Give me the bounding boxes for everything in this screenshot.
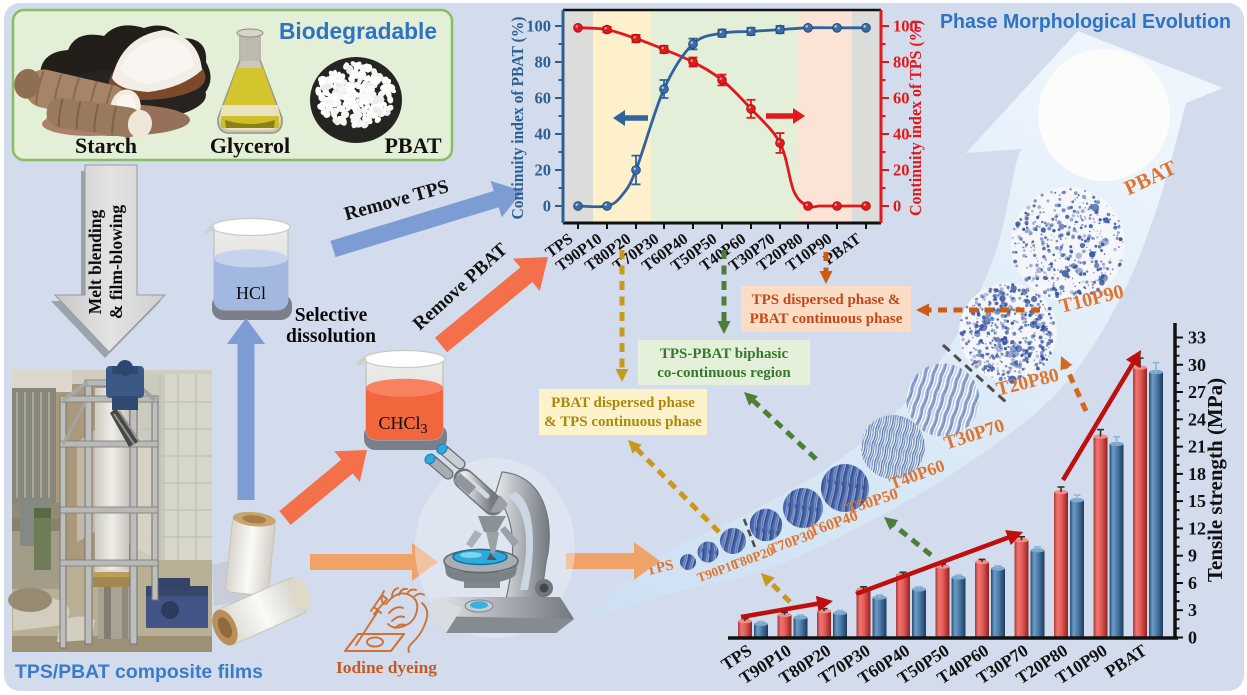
svg-text:33: 33 xyxy=(1188,328,1206,348)
svg-text:3: 3 xyxy=(1188,600,1197,620)
svg-text:100: 100 xyxy=(893,17,918,36)
svg-text:PBAT dispersed phase: PBAT dispersed phase xyxy=(551,395,695,411)
svg-text:PBAT: PBAT xyxy=(384,133,441,158)
svg-text:& film-blowing: & film-blowing xyxy=(106,205,126,319)
svg-text:dissolution: dissolution xyxy=(286,326,376,347)
svg-text:0: 0 xyxy=(893,197,901,216)
svg-text:20: 20 xyxy=(535,161,552,180)
svg-text:Tensile strength (MPa): Tensile strength (MPa) xyxy=(1203,378,1227,582)
svg-text:20: 20 xyxy=(893,161,910,180)
svg-text:18: 18 xyxy=(1188,464,1206,484)
svg-text:40: 40 xyxy=(893,125,910,144)
svg-text:60: 60 xyxy=(893,89,910,108)
svg-text:15: 15 xyxy=(1188,491,1206,511)
svg-text:12: 12 xyxy=(1188,518,1206,538)
svg-text:6: 6 xyxy=(1188,573,1197,593)
svg-text:Selective: Selective xyxy=(295,305,368,326)
svg-text:TPS dispersed phase &: TPS dispersed phase & xyxy=(752,292,901,308)
svg-text:30: 30 xyxy=(1188,355,1206,375)
svg-text:80: 80 xyxy=(535,53,552,72)
svg-text:40: 40 xyxy=(535,125,552,144)
svg-text:Biodegradable: Biodegradable xyxy=(279,18,437,44)
svg-text:24: 24 xyxy=(1188,409,1206,429)
svg-text:Melt blending: Melt blending xyxy=(85,209,105,314)
svg-text:co-continuous region: co-continuous region xyxy=(657,365,791,381)
svg-text:TPS-PBAT biphasic: TPS-PBAT biphasic xyxy=(660,346,789,362)
svg-text:9: 9 xyxy=(1188,546,1197,566)
svg-text:0: 0 xyxy=(1188,628,1197,648)
svg-text:60: 60 xyxy=(535,89,552,108)
svg-text:0: 0 xyxy=(543,197,551,216)
svg-text:Iodine dyeing: Iodine dyeing xyxy=(336,658,437,677)
svg-text:100: 100 xyxy=(526,17,551,36)
svg-text:27: 27 xyxy=(1188,382,1206,402)
svg-text:HCl: HCl xyxy=(236,283,266,303)
svg-text:PBAT continuous phase: PBAT continuous phase xyxy=(750,311,903,327)
svg-text:TPS/PBAT composite films: TPS/PBAT composite films xyxy=(15,661,263,683)
svg-text:21: 21 xyxy=(1188,437,1206,457)
svg-text:Continuity index of PBAT (%): Continuity index of PBAT (%) xyxy=(508,17,527,220)
svg-text:Glycerol: Glycerol xyxy=(210,133,290,158)
svg-text:Continuity index of TPS (%): Continuity index of TPS (%) xyxy=(906,20,925,216)
svg-text:80: 80 xyxy=(893,53,910,72)
svg-text:& TPS continuous phase: & TPS continuous phase xyxy=(544,414,702,430)
svg-text:Phase Morphological Evolution: Phase Morphological Evolution xyxy=(940,11,1231,33)
svg-text:Starch: Starch xyxy=(75,133,137,158)
